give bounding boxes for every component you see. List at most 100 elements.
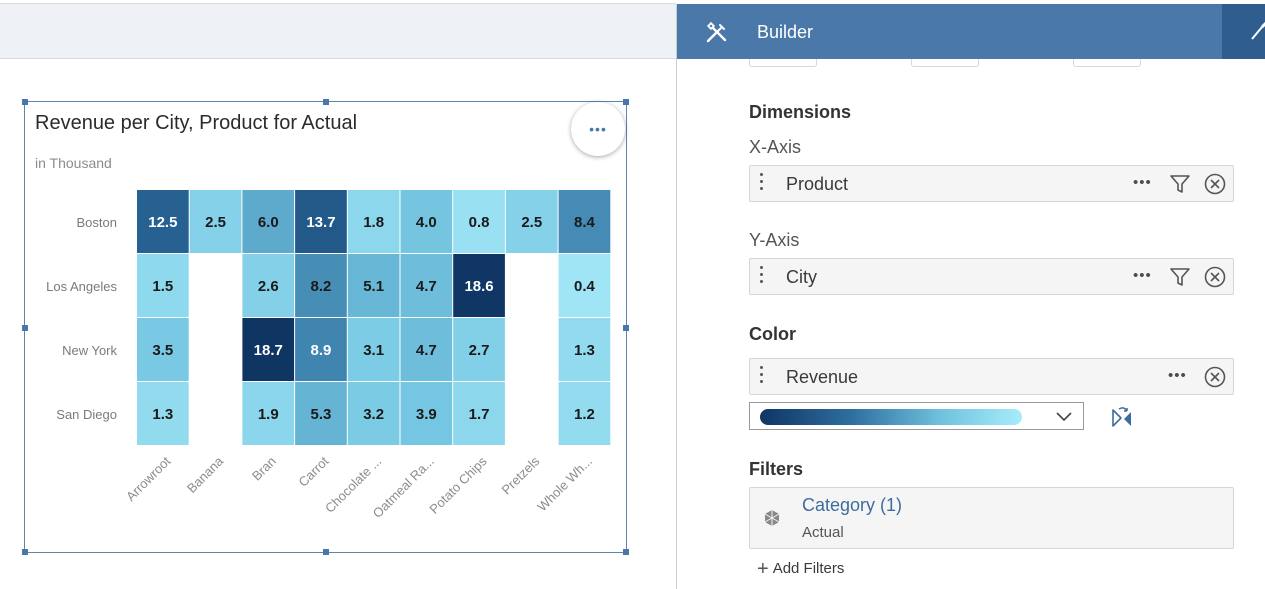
heatmap-cell[interactable] (400, 190, 453, 253)
heatmap-cell-label: 1.3 (574, 342, 595, 359)
heatmap-cell-label: 2.5 (205, 214, 226, 231)
heatmap-cell-label: 1.9 (258, 406, 279, 423)
more-options-icon[interactable]: ••• (1133, 174, 1152, 191)
heatmap-cell[interactable] (505, 190, 558, 253)
heatmap-cell-label: 8.9 (311, 342, 332, 359)
heatmap-cell-label: 0.4 (574, 278, 596, 295)
heatmap-cell[interactable] (295, 254, 347, 317)
color-measure-token[interactable]: Revenue ••• (749, 358, 1234, 395)
funnel-icon[interactable] (1169, 266, 1191, 288)
heatmap-cell[interactable] (137, 382, 189, 445)
y-axis-tick-label: San Diego (56, 407, 117, 422)
heatmap-cell[interactable] (558, 382, 611, 445)
heatmap-cell-label: 4.7 (416, 342, 437, 359)
color-title: Color (749, 324, 796, 344)
ghost-box (911, 59, 979, 67)
builder-header: Builder (677, 4, 1222, 59)
drag-handle-icon[interactable] (760, 366, 764, 386)
heatmap-cell-label: 3.1 (363, 342, 384, 359)
top-strip (0, 0, 676, 4)
chart-subtitle: in Thousand (35, 155, 112, 171)
heatmap-cell-label: 8.2 (311, 278, 332, 295)
more-options-icon[interactable]: ••• (1168, 367, 1187, 384)
y-axis-dimension-label: City (786, 267, 817, 287)
category-filter-token[interactable]: Category (1) Actual (749, 487, 1234, 549)
heatmap-cell[interactable] (295, 382, 347, 445)
heatmap-cell[interactable] (242, 190, 295, 253)
y-axis-tick-label: New York (62, 343, 117, 358)
circle-x-icon[interactable] (1204, 266, 1226, 288)
heatmap-cell[interactable] (400, 318, 453, 381)
chart-more-button[interactable]: ••• (571, 102, 625, 156)
canvas-toolbar-band (0, 4, 676, 59)
heatmap-cell[interactable] (189, 190, 242, 253)
filter-name-link[interactable]: Category (1) (802, 495, 903, 515)
x-axis-tick-label: Carrot (295, 453, 331, 489)
heatmap-cell-label: 18.7 (254, 342, 283, 359)
add-filters-button[interactable]: + Add Filters (757, 556, 844, 580)
heatmap-cell-label: 2.5 (521, 214, 542, 231)
drag-handle-icon[interactable] (760, 173, 764, 193)
x-axis-tick-label: Whole Wh... (534, 454, 595, 515)
heatmap-cell-label: 1.8 (363, 214, 384, 231)
heatmap-cell[interactable] (453, 190, 505, 253)
resize-handle-bm[interactable] (323, 549, 329, 555)
heatmap-cell-label: 4.0 (416, 214, 437, 231)
heatmap-cell[interactable] (558, 254, 611, 317)
dimensions-title: Dimensions (749, 102, 852, 122)
resize-handle-br[interactable] (623, 549, 629, 555)
heatmap-cell[interactable] (400, 254, 453, 317)
resize-handle-ml[interactable] (22, 325, 28, 331)
heatmap-cell-label: 5.1 (363, 278, 384, 295)
heatmap-cell[interactable] (558, 190, 611, 253)
tools-icon (706, 21, 727, 43)
swap-colors-icon[interactable] (1110, 406, 1134, 430)
heatmap-cell[interactable] (137, 190, 189, 253)
heatmap-cell[interactable] (295, 318, 347, 381)
heatmap-cell-label: 1.3 (152, 406, 173, 423)
styling-tab[interactable] (1222, 4, 1265, 59)
y-axis-dimension-token[interactable]: City ••• (749, 258, 1234, 295)
more-options-icon[interactable]: ••• (1133, 267, 1152, 284)
resize-handle-bl[interactable] (22, 549, 28, 555)
heatmap-cell[interactable] (558, 318, 611, 381)
circle-x-icon[interactable] (1204, 366, 1226, 388)
heatmap-cell-label: 3.5 (152, 342, 173, 359)
heatmap-cell[interactable] (347, 318, 400, 381)
heatmap-cell[interactable] (137, 318, 189, 381)
chart-widget[interactable]: Revenue per City, Product for Actual in … (22, 99, 629, 555)
y-axis-label: Y-Axis (749, 230, 800, 250)
heatmap-cell[interactable] (242, 318, 295, 381)
resize-handle-tr[interactable] (623, 99, 629, 105)
heatmap-cell-label: 18.6 (464, 278, 493, 295)
x-axis-tick-label: Arrowroot (123, 453, 174, 504)
heatmap-cell[interactable] (453, 254, 505, 317)
heatmap-cell[interactable] (347, 382, 400, 445)
funnel-icon[interactable] (1169, 173, 1191, 195)
heatmap-cell-label: 2.6 (258, 278, 279, 295)
heatmap-cell[interactable] (295, 190, 347, 253)
x-axis-dimension-label: Product (786, 174, 849, 194)
heatmap: 12.5 2.5 6.0 13.7 1.8 4.0 0.8 2.5 8.4 1.5 2.6 8.2 5.… (25, 102, 628, 554)
heatmap-cell[interactable] (347, 190, 400, 253)
heatmap-cell[interactable] (242, 254, 295, 317)
heatmap-cell[interactable] (242, 382, 295, 445)
plus-icon: + (757, 558, 769, 580)
heatmap-cell[interactable] (453, 318, 505, 381)
heatmap-cell[interactable] (400, 382, 453, 445)
resize-handle-tl[interactable] (22, 99, 28, 105)
heatmap-cell-label: 3.9 (416, 406, 437, 423)
drag-handle-icon[interactable] (760, 266, 764, 286)
x-axis-dimension-token[interactable]: Product ••• (749, 165, 1234, 202)
color-palette-select[interactable] (749, 402, 1084, 430)
circle-x-icon[interactable] (1204, 173, 1226, 195)
heatmap-cell[interactable] (137, 254, 189, 317)
x-axis-tick-label: Banana (184, 453, 227, 496)
heatmap-cell[interactable] (347, 254, 400, 317)
resize-handle-tm[interactable] (323, 99, 329, 105)
heatmap-cell-label: 6.0 (258, 214, 279, 231)
heatmap-cell[interactable] (453, 382, 505, 445)
heatmap-cell-label: 1.2 (574, 406, 595, 423)
resize-handle-mr[interactable] (623, 325, 629, 331)
heatmap-cell-label: 1.5 (152, 278, 173, 295)
